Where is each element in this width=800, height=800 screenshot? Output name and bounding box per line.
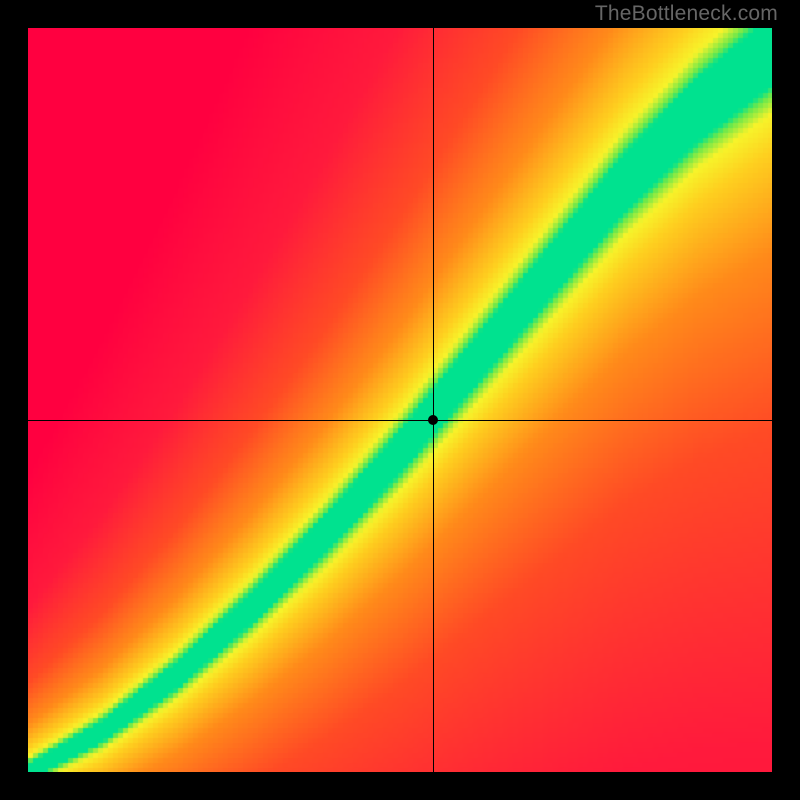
crosshair-horizontal [28, 420, 772, 421]
heatmap-canvas [28, 28, 772, 772]
heatmap-plot [28, 28, 772, 772]
chart-frame: TheBottleneck.com [0, 0, 800, 800]
watermark-text: TheBottleneck.com [595, 2, 778, 26]
crosshair-vertical [433, 28, 434, 772]
